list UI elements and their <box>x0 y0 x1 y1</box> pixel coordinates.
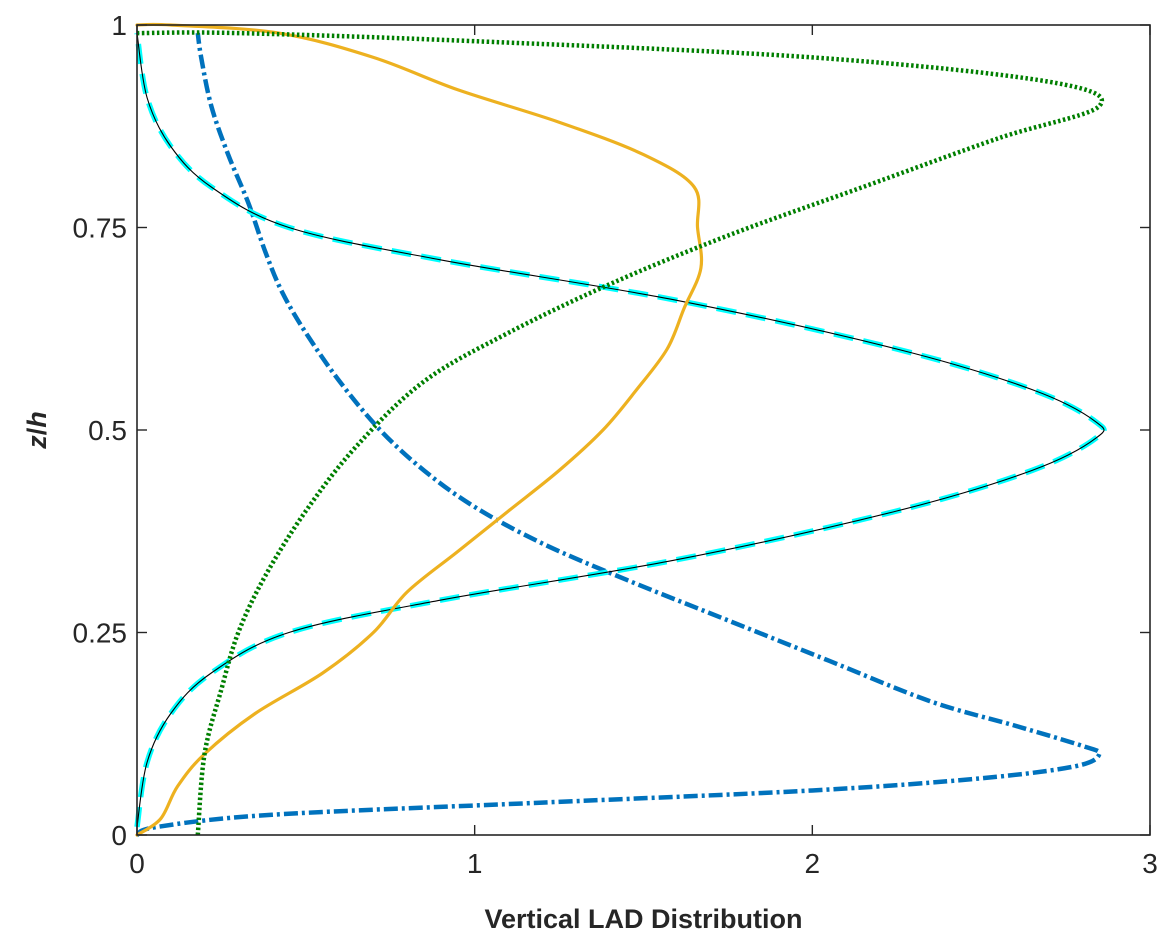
y-axis-label: z/h <box>22 411 52 450</box>
y-tick-label: 0.75 <box>73 213 128 244</box>
x-tick-label: 0 <box>129 848 145 879</box>
series-layer <box>137 24 1104 835</box>
y-tick-label: 0 <box>111 820 127 851</box>
series-line-4-dotted <box>137 33 1102 836</box>
ticks-layer: 0 1 2 3 0 0.25 0.5 0.75 1 <box>73 10 1158 879</box>
axes-box <box>137 25 1150 835</box>
y-axis-label-text: z/h <box>22 411 52 450</box>
x-axis-label: Vertical LAD Distribution <box>484 904 802 934</box>
series-line-3-solid <box>137 24 702 835</box>
y-tick-label: 0.5 <box>88 415 127 446</box>
x-tick-label: 2 <box>805 848 821 879</box>
y-tick-label: 1 <box>111 10 127 41</box>
y-tick-label: 0.25 <box>73 618 128 649</box>
x-tick-label: 3 <box>1142 848 1158 879</box>
x-tick-label: 1 <box>467 848 483 879</box>
